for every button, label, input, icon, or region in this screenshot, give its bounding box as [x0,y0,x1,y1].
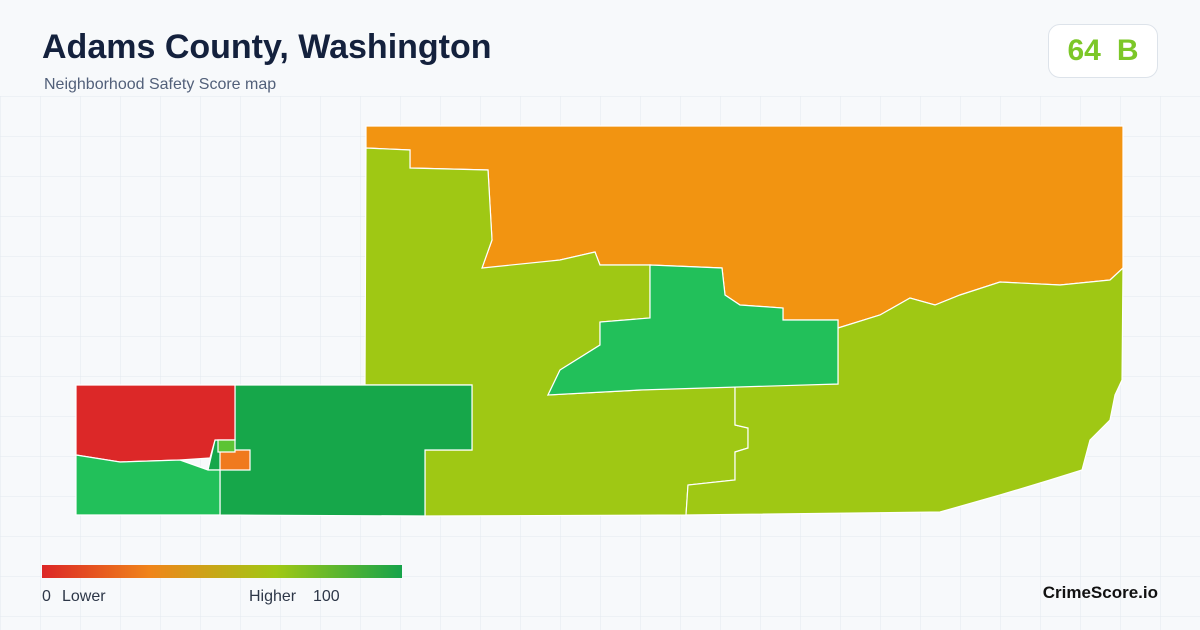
legend-gradient [42,565,402,578]
brand: CrimeScore.io [1042,583,1158,602]
legend-min-label: Lower [62,588,106,605]
region[interactable] [219,449,251,471]
score-grade: B [1116,34,1139,67]
region[interactable] [547,264,839,396]
score-value: 64 [1067,34,1101,67]
legend-min: 0 [42,588,51,605]
title: Adams County, Washington [42,28,492,66]
region[interactable] [75,454,221,516]
legend-max: 100 [313,588,340,605]
region[interactable] [217,439,236,453]
score-badge: 64 B [1048,24,1158,78]
region[interactable] [75,384,236,463]
region[interactable] [685,266,1124,516]
subtitle: Neighborhood Safety Score map [44,76,277,93]
legend-max-label: Higher [249,588,297,605]
